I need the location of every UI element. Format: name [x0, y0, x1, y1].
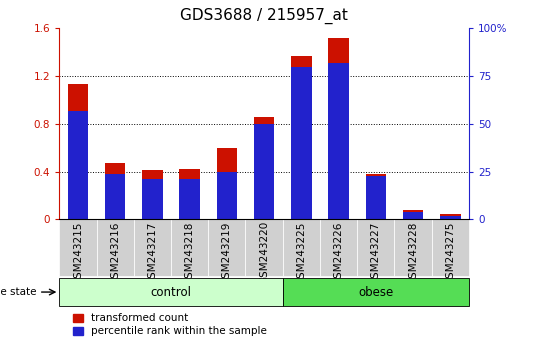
Bar	[365, 174, 386, 219]
Bar	[403, 210, 423, 219]
Bar	[68, 110, 88, 219]
Bar	[59, 278, 283, 306]
Bar	[283, 278, 469, 306]
Text: GSM243220: GSM243220	[259, 221, 269, 284]
Text: GSM243219: GSM243219	[222, 221, 232, 285]
Bar	[357, 219, 395, 276]
Bar	[105, 163, 126, 219]
Bar	[365, 176, 386, 219]
Bar	[59, 219, 96, 276]
Text: GSM243225: GSM243225	[296, 221, 306, 285]
Text: obese: obese	[358, 286, 393, 298]
Text: GSM243217: GSM243217	[147, 221, 157, 285]
Bar	[134, 219, 171, 276]
Bar	[96, 219, 134, 276]
Text: GSM243228: GSM243228	[408, 221, 418, 285]
Bar	[395, 219, 432, 276]
Text: GSM243216: GSM243216	[110, 221, 120, 285]
Bar	[217, 148, 237, 219]
Text: GSM243275: GSM243275	[445, 221, 455, 285]
Bar	[105, 173, 126, 219]
Text: GSM243215: GSM243215	[73, 221, 83, 285]
Bar	[291, 67, 312, 219]
Bar	[432, 219, 469, 276]
Bar	[403, 212, 423, 219]
Bar	[142, 179, 163, 219]
Bar	[254, 117, 274, 219]
Bar	[328, 63, 349, 219]
Bar	[179, 169, 200, 219]
Bar	[179, 179, 200, 219]
Bar	[328, 38, 349, 219]
Text: control: control	[150, 286, 191, 298]
Bar	[291, 56, 312, 219]
Text: GSM243226: GSM243226	[334, 221, 343, 285]
Text: GSM243227: GSM243227	[371, 221, 381, 285]
Bar	[208, 219, 245, 276]
Bar	[245, 219, 283, 276]
Bar	[217, 172, 237, 219]
Bar	[320, 219, 357, 276]
Bar	[142, 171, 163, 219]
Bar	[171, 219, 208, 276]
Bar	[440, 216, 460, 219]
Legend: transformed count, percentile rank within the sample: transformed count, percentile rank withi…	[73, 313, 267, 336]
Bar	[283, 219, 320, 276]
Bar	[68, 85, 88, 219]
Bar	[254, 124, 274, 219]
Title: GDS3688 / 215957_at: GDS3688 / 215957_at	[180, 8, 348, 24]
Bar	[440, 213, 460, 219]
Text: GSM243218: GSM243218	[185, 221, 195, 285]
Text: disease state: disease state	[0, 287, 37, 297]
